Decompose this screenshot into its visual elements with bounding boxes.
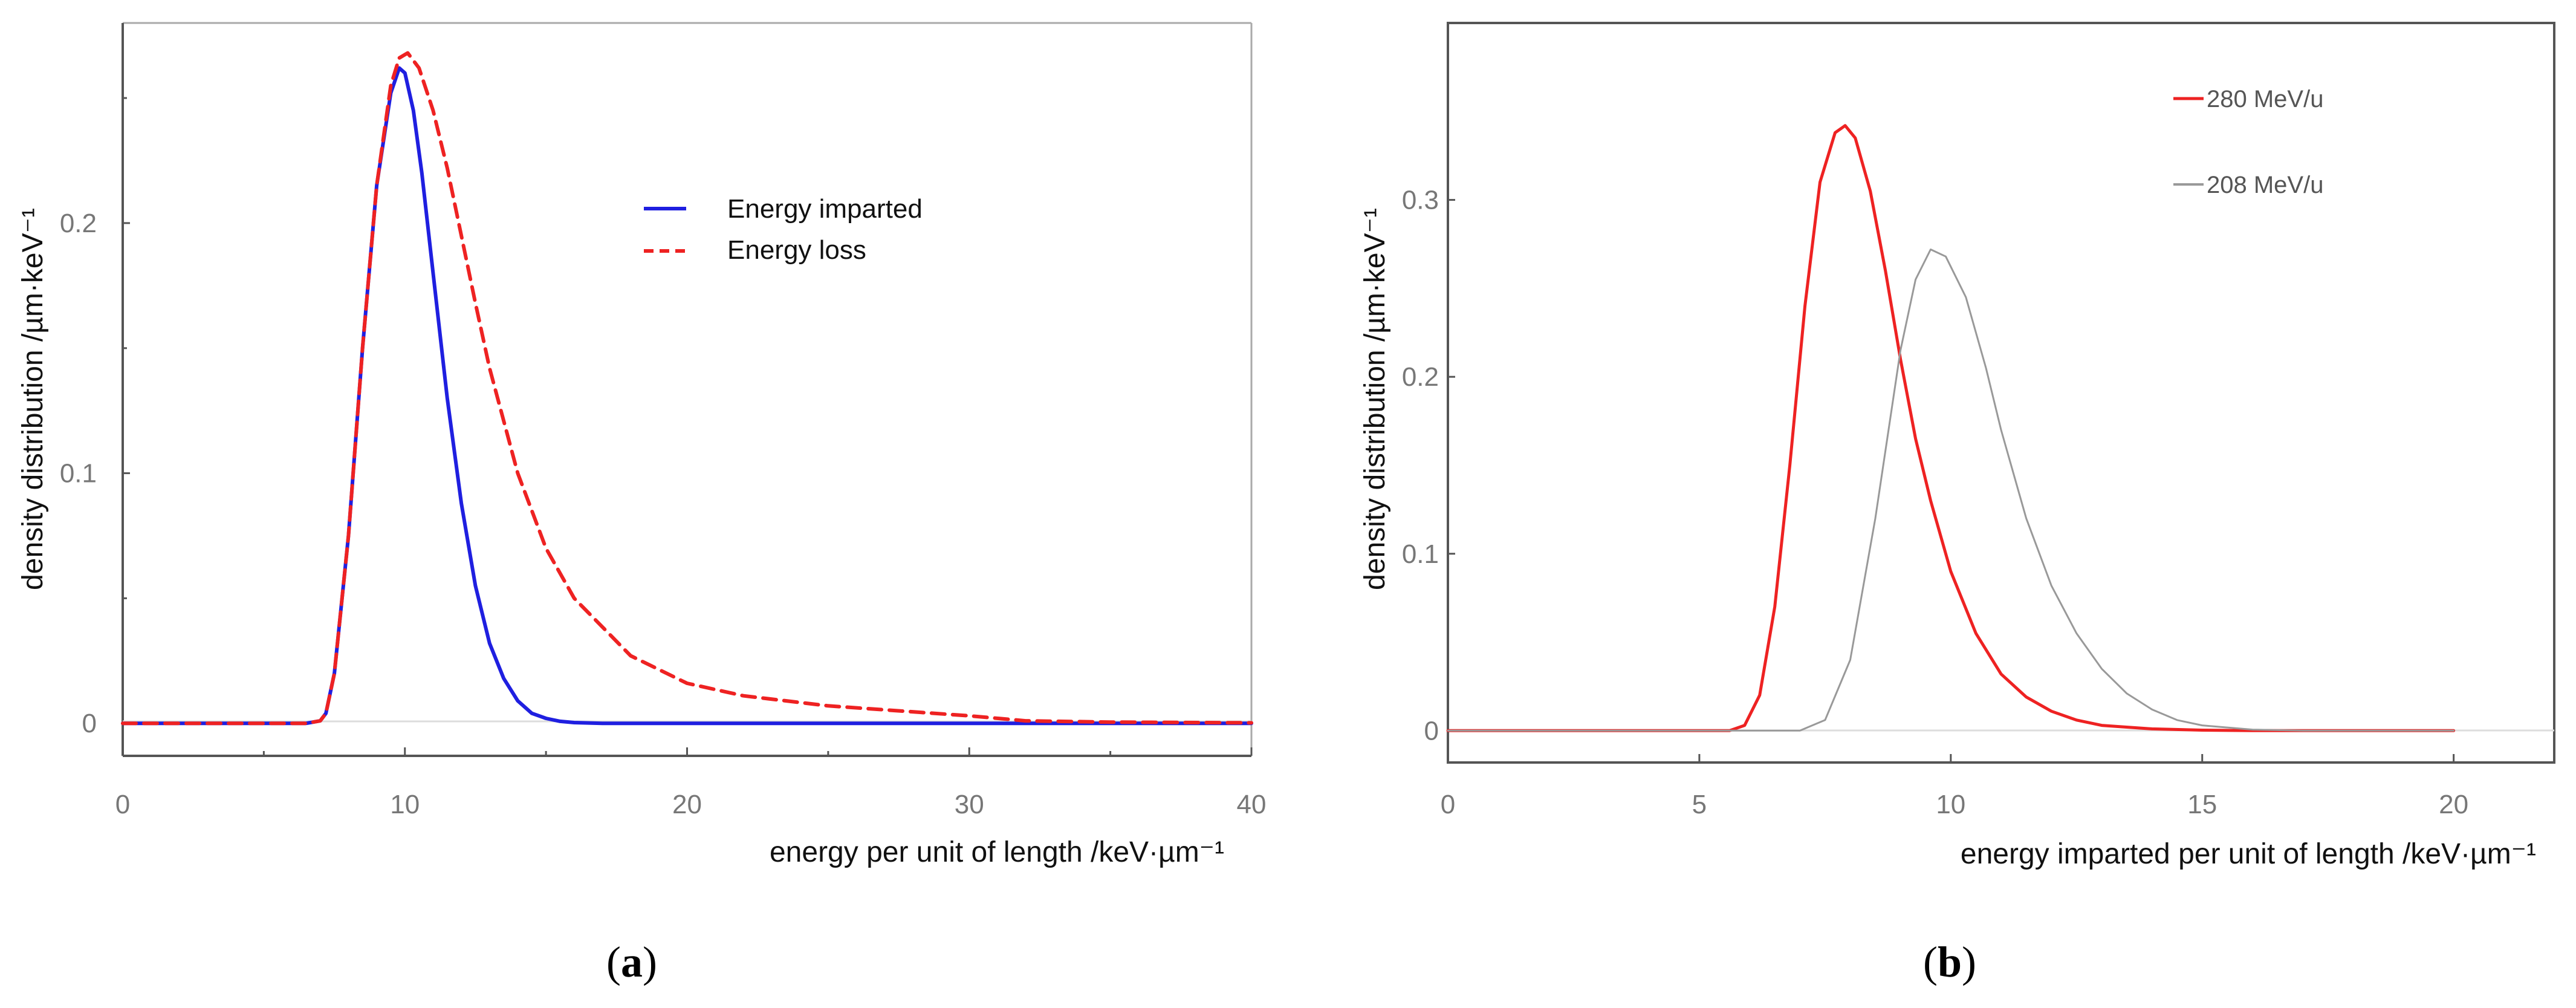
y-ticks-b: 0 0.1 0.2 0.3 — [1402, 186, 1455, 746]
y-axis-title-a: density distribution /µm·keV⁻¹ — [17, 208, 49, 590]
x-tick-label: 20 — [2439, 790, 2468, 819]
legend-label-280: 280 MeV/u — [2207, 86, 2323, 112]
legend-a: Energy imparted Energy loss — [644, 194, 923, 265]
panel-caption-a-letter: a — [621, 938, 643, 986]
x-ticks-a: 0 10 20 30 40 — [115, 747, 1267, 819]
y-tick-label: 0.1 — [1402, 539, 1439, 569]
x-axis-title-a: energy per unit of length /keV·µm⁻¹ — [770, 836, 1224, 868]
plot-area-b — [1447, 22, 2555, 764]
x-axis-title-b: energy imparted per unit of length /keV·… — [1961, 838, 2536, 870]
y-tick-label: 0 — [1424, 716, 1439, 746]
series-line-208-mev-u — [1447, 249, 2455, 732]
x-tick-label: 15 — [2187, 790, 2217, 819]
x-tick-label: 0 — [115, 790, 130, 819]
legend-label-energy-loss: Energy loss — [727, 235, 866, 265]
x-tick-label: 10 — [1936, 790, 1965, 819]
x-tick-label: 30 — [955, 790, 984, 819]
y-tick-label: 0.1 — [60, 459, 97, 489]
plot-area-a — [123, 23, 1251, 756]
y-tick-label: 0 — [82, 709, 97, 738]
series-line-energy-loss — [121, 51, 1253, 726]
y-axis-title-b: density distribution /µm·keV⁻¹ — [1359, 208, 1391, 590]
legend-label-energy-imparted: Energy imparted — [727, 194, 923, 224]
panel-caption-b-letter: b — [1938, 938, 1962, 986]
legend-label-208: 208 MeV/u — [2207, 172, 2323, 198]
panel-caption-b: (b) — [1923, 938, 1976, 986]
y-tick-label: 0.3 — [1402, 186, 1439, 215]
y-ticks-a: 0 0.1 0.2 — [60, 97, 130, 738]
y-tick-label: 0.2 — [1402, 362, 1439, 392]
chart-panel-b: 0 5 10 15 20 0 0.1 0.2 0.3 energy imparted per … — [1359, 22, 2555, 986]
x-tick-label: 20 — [672, 790, 702, 819]
panel-caption-a: (a) — [606, 938, 657, 986]
x-tick-label: 0 — [1441, 790, 1455, 819]
legend-b: 280 MeV/u 208 MeV/u — [2173, 86, 2323, 198]
x-tick-label: 10 — [390, 790, 420, 819]
x-ticks-b: 0 5 10 15 20 — [1441, 754, 2468, 819]
y-tick-label: 0.2 — [60, 209, 97, 238]
series-lines-a — [121, 51, 1253, 726]
x-tick-label: 5 — [1692, 790, 1707, 819]
series-line-280-mev-u — [1446, 124, 2456, 732]
chart-panel-a: 0 10 20 30 40 0 0.1 0.2 energy per unit of len… — [17, 22, 1267, 986]
x-tick-label: 40 — [1237, 790, 1267, 819]
series-lines-b — [1446, 124, 2456, 732]
